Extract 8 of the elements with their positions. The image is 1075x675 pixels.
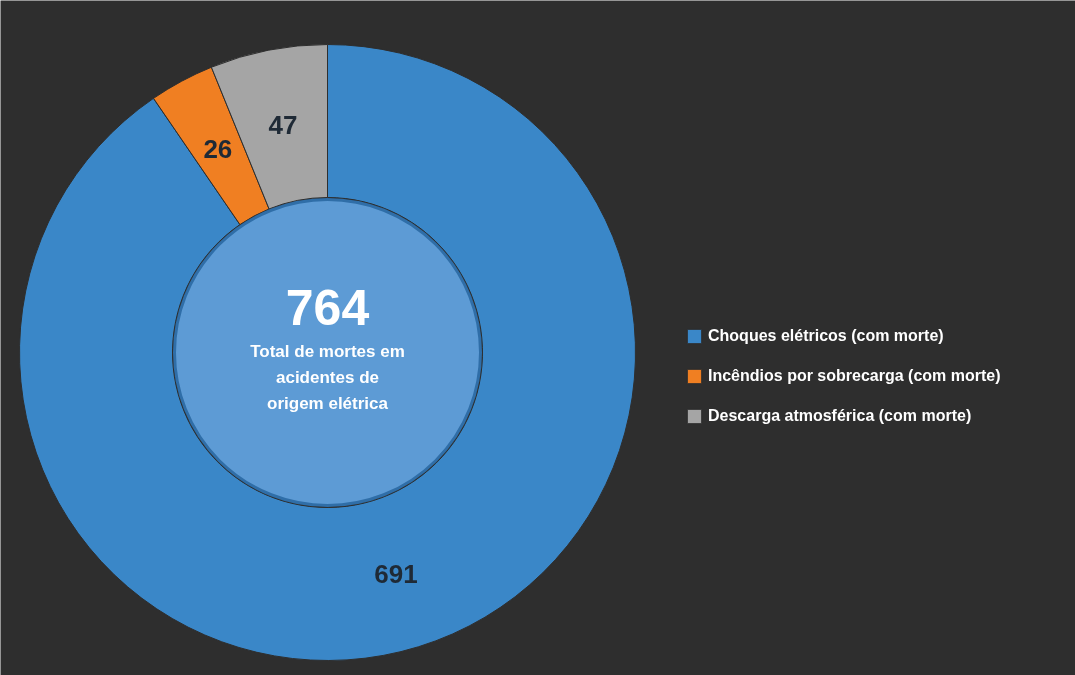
text: 764 <box>285 280 370 336</box>
legend-label: Incêndios por sobrecarga (com morte) <box>708 367 1001 385</box>
legend-label: Descarga atmosférica (com morte) <box>708 407 972 425</box>
text: Total de mortes em acidentes de origem elétrica <box>250 342 405 413</box>
data-label: 691 <box>374 558 418 589</box>
data-label: 47 <box>268 110 298 141</box>
legend-label: Choques elétricos (com morte) <box>708 327 944 345</box>
data-label: 26 <box>203 133 233 164</box>
